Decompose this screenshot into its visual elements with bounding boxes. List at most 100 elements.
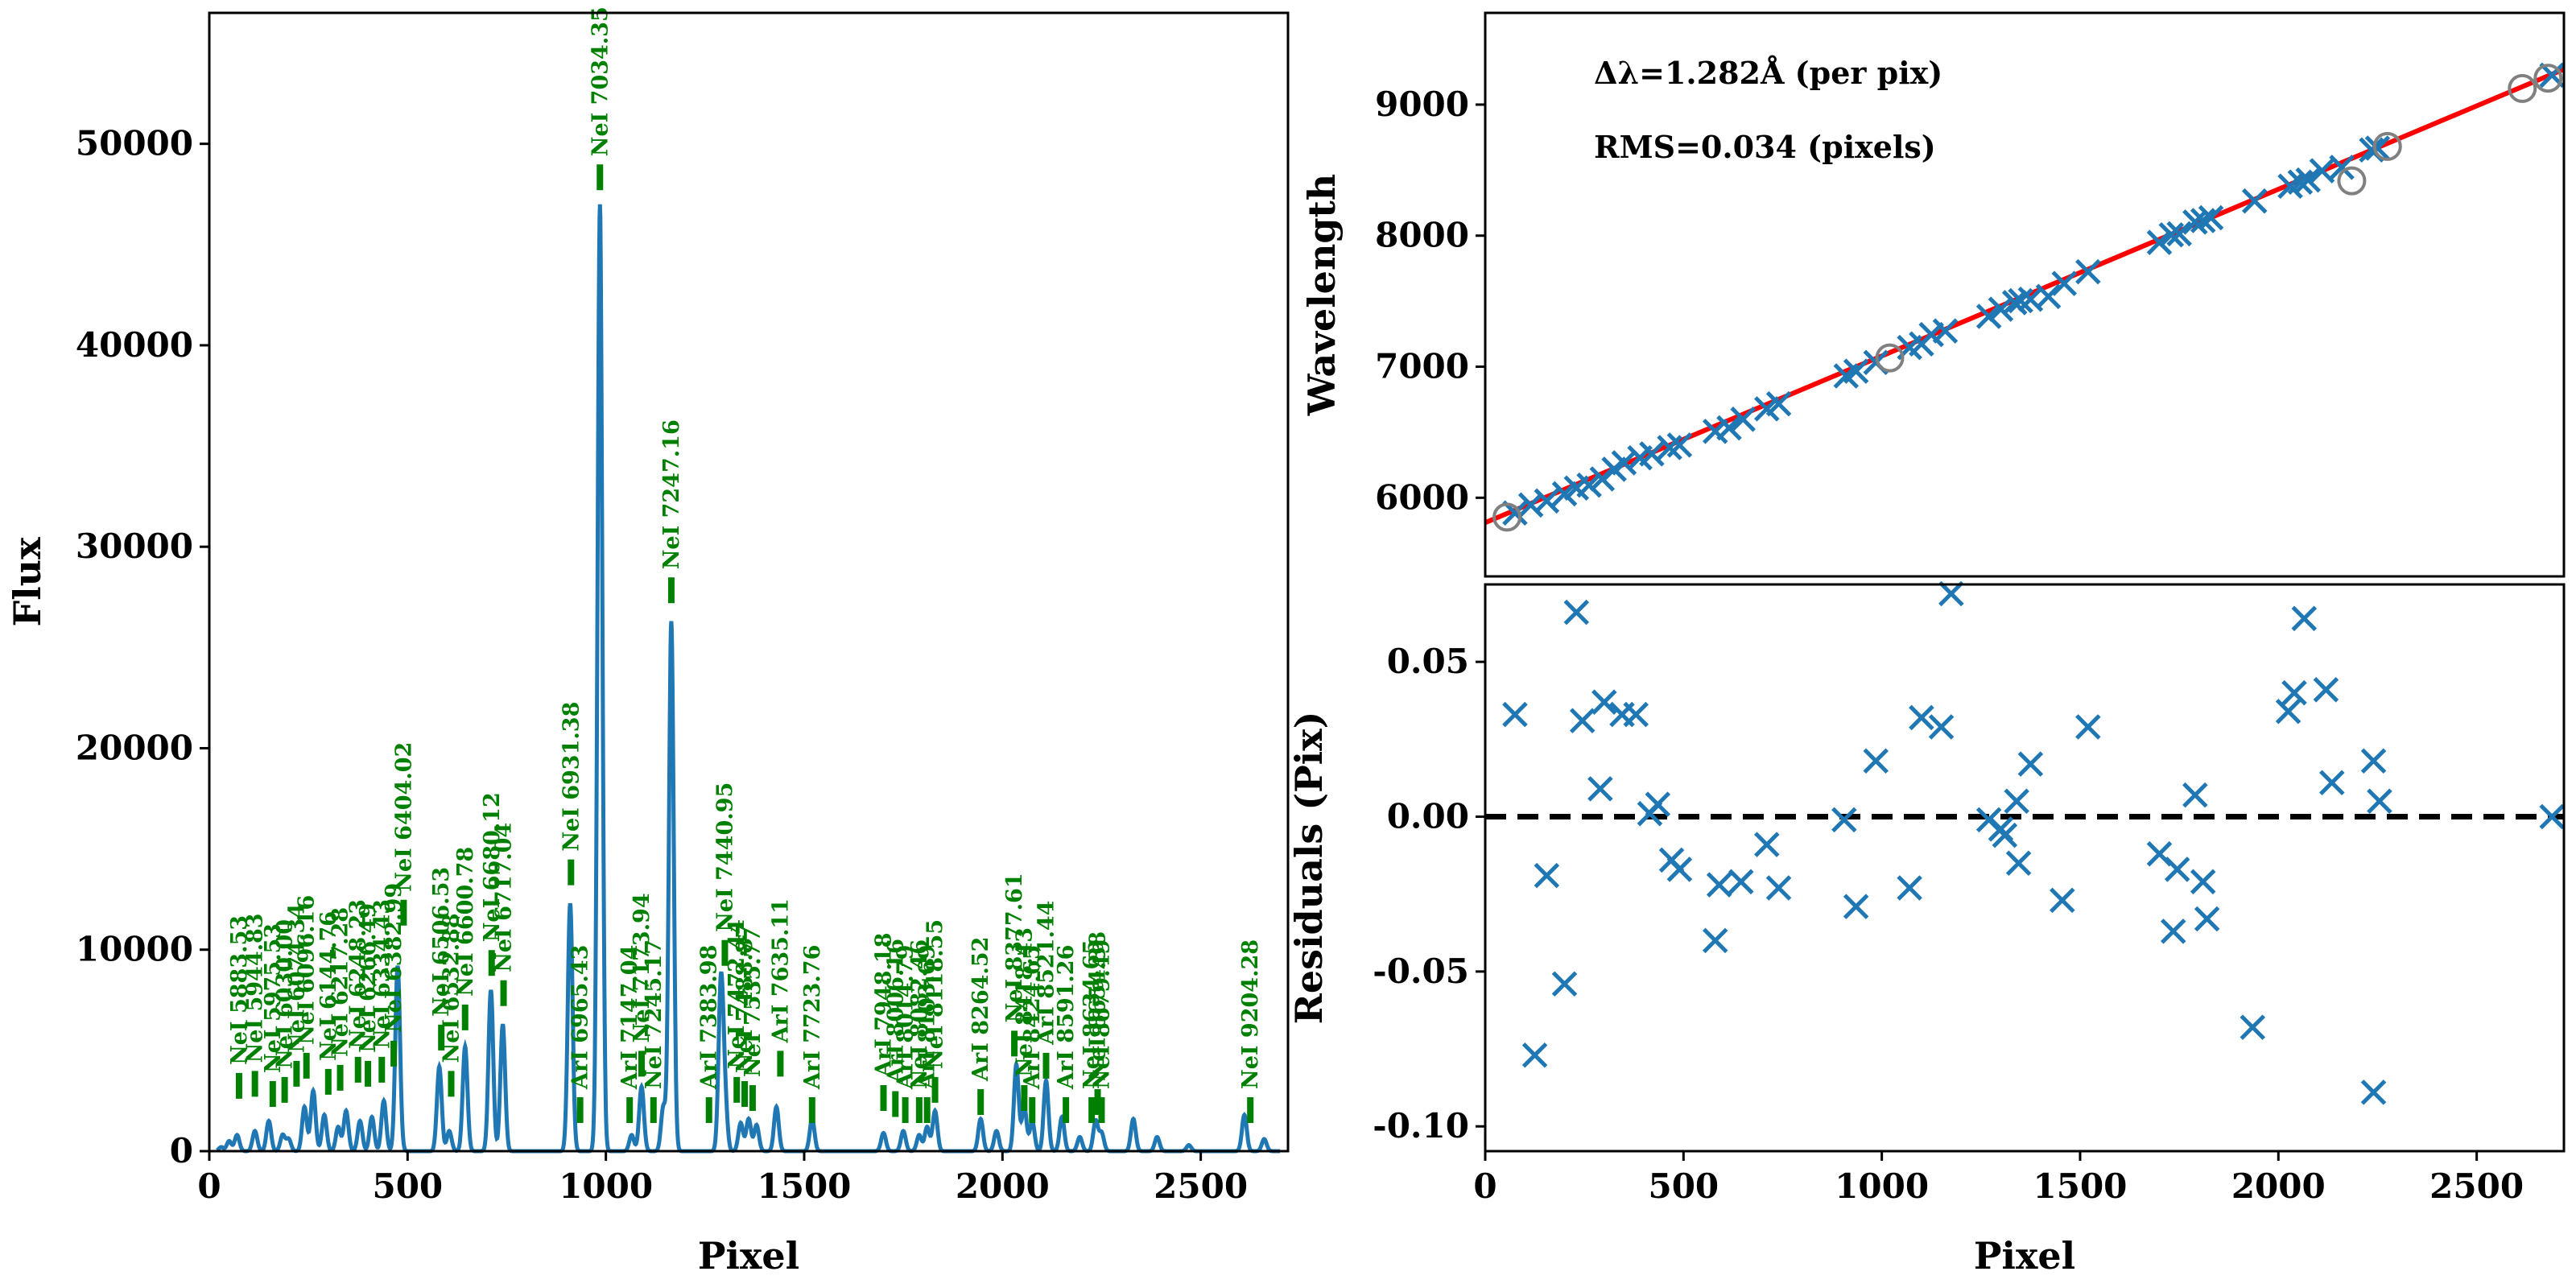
fit-point bbox=[1765, 390, 1792, 417]
fit-point bbox=[1730, 407, 1756, 432]
line-id-label: NeI 7034.35 bbox=[588, 6, 613, 156]
line-id-label: NeI 6266.49 bbox=[356, 903, 381, 1053]
line-id-label: NeI 6600.78 bbox=[453, 847, 478, 997]
residual-point bbox=[2160, 919, 2186, 944]
line-id-label: NeI 8418.43 bbox=[1012, 927, 1037, 1077]
spectrum-xtick-label: 2000 bbox=[956, 1166, 1050, 1206]
line-id-label: NeI 6717.04 bbox=[492, 823, 517, 972]
fit-point bbox=[2075, 258, 2101, 285]
residual-point bbox=[2017, 751, 2044, 777]
fit-point bbox=[1843, 358, 1869, 384]
rejected-point bbox=[2508, 73, 2537, 103]
residual-point bbox=[2240, 1014, 2266, 1040]
line-id-label: NeI 8654.38 bbox=[1086, 931, 1111, 1081]
line-id-label: ArI 8014.79 bbox=[894, 945, 919, 1090]
line-id-label: ArI 7635.11 bbox=[768, 898, 793, 1043]
fit-point bbox=[2241, 188, 2268, 214]
residual-point bbox=[2360, 1080, 2387, 1105]
line-id-label: NeI 6680.12 bbox=[480, 792, 505, 942]
line-id-label: NeI 6404.02 bbox=[391, 742, 416, 892]
residuals-xtick-label: 1000 bbox=[1835, 1166, 1929, 1206]
residuals-ytick-label: 0.00 bbox=[1387, 797, 1469, 836]
fit-point bbox=[1576, 472, 1602, 498]
residual-point bbox=[2005, 850, 2032, 876]
rejected-point bbox=[2337, 166, 2367, 196]
residuals-x-axis-label: Pixel bbox=[1974, 1234, 2075, 1278]
line-id-label: NeI 9204.28 bbox=[1238, 939, 1263, 1089]
line-id-label: NeI 8377.61 bbox=[1002, 873, 1027, 1022]
residual-point bbox=[1587, 776, 1613, 802]
spectrum-ytick-label: 10000 bbox=[76, 930, 193, 969]
line-id-label: NeI 7440.95 bbox=[712, 782, 737, 932]
line-id-label: NeI 5975.53 bbox=[261, 923, 286, 1073]
fit-point bbox=[2051, 270, 2078, 296]
residual-point bbox=[1551, 971, 1578, 997]
line-id-label: ArI 8006.16 bbox=[883, 939, 908, 1084]
fit-ytick-label: 8000 bbox=[1375, 216, 1469, 255]
residuals-xtick-label: 500 bbox=[1648, 1166, 1719, 1206]
fit-point bbox=[2309, 158, 2335, 184]
residual-point bbox=[2319, 770, 2345, 795]
rejected-point bbox=[1492, 502, 1522, 532]
residual-point bbox=[2194, 906, 2220, 932]
fit-point bbox=[2008, 287, 2033, 314]
residual-point bbox=[1909, 704, 1934, 731]
line-id-label: NeI 6217.28 bbox=[328, 907, 353, 1057]
line-id-label: NeI 5883.53 bbox=[227, 915, 252, 1065]
fit-ytick-label: 6000 bbox=[1375, 477, 1469, 517]
fit-point bbox=[2035, 283, 2062, 310]
residual-point bbox=[2539, 803, 2565, 830]
residual-point bbox=[1897, 875, 1922, 901]
line-id-label: NeI 8118.55 bbox=[923, 919, 948, 1069]
fit-point bbox=[2166, 221, 2192, 247]
residual-point bbox=[1843, 894, 1869, 919]
residual-point bbox=[1863, 748, 1889, 774]
rms-annotation: RMS=0.034 (pixels) bbox=[1594, 129, 1936, 165]
line-id-label: NeI 8634.65 bbox=[1080, 939, 1104, 1089]
fit-point bbox=[1716, 415, 1742, 441]
spectrum-ytick-label: 40000 bbox=[76, 325, 193, 365]
residual-point bbox=[1728, 869, 1754, 895]
line-id-label: NeI 6334.43 bbox=[369, 899, 394, 1049]
spectrum-axes-frame bbox=[208, 11, 1290, 1153]
residual-point bbox=[2075, 714, 2101, 740]
spectrum-xtick-label: 2500 bbox=[1154, 1166, 1248, 1206]
fit-point bbox=[2287, 169, 2314, 196]
residual-point bbox=[1521, 1042, 1548, 1068]
line-id-label: ArI 7383.98 bbox=[697, 945, 722, 1090]
line-id-label: NeI 6248.23 bbox=[346, 899, 371, 1049]
residual-point bbox=[2004, 788, 2029, 815]
spectrum-ytick-label: 50000 bbox=[76, 124, 193, 163]
fit-point bbox=[1975, 303, 2002, 329]
spectrum-ytick-label: 0 bbox=[170, 1131, 193, 1170]
residual-point bbox=[1563, 599, 1590, 625]
residuals-ytick-label: -0.05 bbox=[1373, 952, 1469, 991]
fit-point bbox=[1988, 296, 2014, 322]
residual-point bbox=[1623, 701, 1649, 728]
fit-point bbox=[2190, 208, 2216, 233]
residual-point bbox=[2360, 748, 2387, 774]
residual-point bbox=[2275, 698, 2301, 724]
fit-point bbox=[2295, 167, 2322, 193]
fit-ytick-label: 9000 bbox=[1375, 85, 1469, 124]
line-id-label: NeI 6144.76 bbox=[316, 911, 341, 1061]
line-id-label: NeI 8082.46 bbox=[907, 939, 932, 1089]
fit-point bbox=[1639, 441, 1665, 467]
spectrum-ytick-label: 20000 bbox=[76, 728, 193, 767]
line-id-label: NeI 8679.49 bbox=[1089, 939, 1114, 1089]
residuals-panel: 0 500 1000 1500 2000 2500 -0.10 -0.05 0.00 0.05 Pi… bbox=[1287, 580, 2566, 1278]
fit-axes-frame bbox=[1484, 11, 2566, 578]
residual-point bbox=[1938, 580, 1964, 607]
line-id-label: NeI 7173.94 bbox=[630, 893, 654, 1042]
residuals-xtick-label: 2500 bbox=[2429, 1166, 2524, 1206]
residual-point bbox=[1534, 862, 1560, 889]
spectrum-xtick-label: 500 bbox=[372, 1166, 443, 1206]
line-id-label: NeI 6532.88 bbox=[440, 913, 464, 1063]
residual-point bbox=[2367, 788, 2392, 815]
spectrum-xtick-label: 1000 bbox=[559, 1166, 653, 1206]
line-id-label: ArI 8424.65 bbox=[1020, 945, 1045, 1090]
spectrum-line bbox=[216, 204, 1281, 1154]
fit-point bbox=[2146, 229, 2173, 255]
